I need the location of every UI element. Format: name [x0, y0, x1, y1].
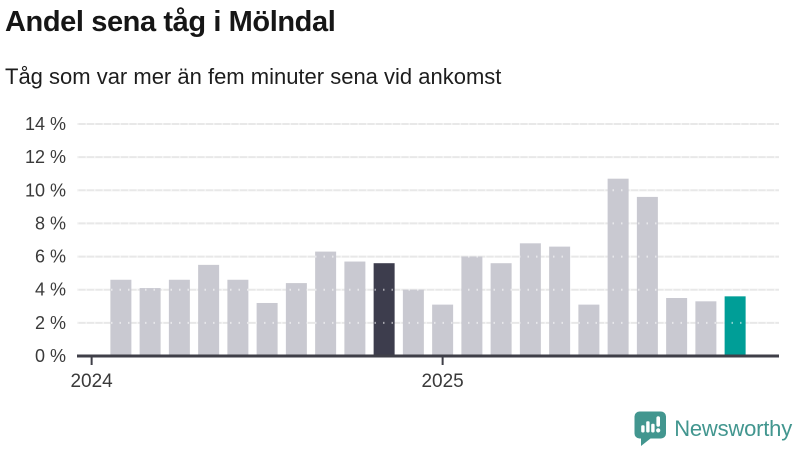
x-axis-tick-label: 2024	[70, 371, 113, 392]
bar-chart: 0 % 2 % 4 % 6 % 8 % 10 % 12 % 14 % 2024 2025	[25, 114, 779, 392]
bar	[549, 246, 571, 356]
bar	[666, 298, 688, 356]
chart-subtitle: Tåg som var mer än fem minuter sena vid …	[5, 64, 502, 89]
bar	[227, 279, 249, 356]
x-axis-tick-label: 2025	[421, 371, 463, 392]
bar	[578, 304, 600, 356]
y-axis-tick-label: 12 %	[25, 147, 66, 167]
bar	[432, 304, 454, 356]
y-axis-tick-label: 4 %	[35, 280, 66, 300]
y-axis-tick-label: 6 %	[35, 247, 66, 267]
bar	[168, 279, 190, 356]
bar	[519, 243, 541, 356]
bar	[139, 288, 161, 356]
bar	[607, 178, 629, 356]
bar	[724, 296, 746, 356]
y-axis-tick-label: 2 %	[35, 313, 66, 333]
bar	[636, 196, 658, 356]
newsworthy-bubble-chart-icon	[634, 411, 667, 446]
bar	[344, 261, 366, 356]
bar	[695, 301, 717, 356]
bar	[315, 251, 337, 356]
bar	[402, 289, 424, 356]
bar	[198, 264, 220, 356]
newsworthy-wordmark: Newsworthy	[674, 415, 792, 441]
bar	[285, 283, 307, 356]
newsworthy-logo: Newsworthy	[634, 411, 792, 446]
bar	[373, 263, 395, 356]
y-axis-tick-label: 0 %	[35, 346, 66, 366]
y-axis-tick-label: 10 %	[25, 180, 66, 200]
bar	[461, 256, 483, 356]
bar	[256, 302, 278, 356]
bar	[490, 263, 512, 356]
y-axis-tick-label: 8 %	[35, 213, 66, 233]
y-axis-tick-label: 14 %	[25, 114, 66, 134]
chart-title: Andel sena tåg i Mölndal	[5, 6, 336, 38]
bar	[110, 279, 132, 356]
